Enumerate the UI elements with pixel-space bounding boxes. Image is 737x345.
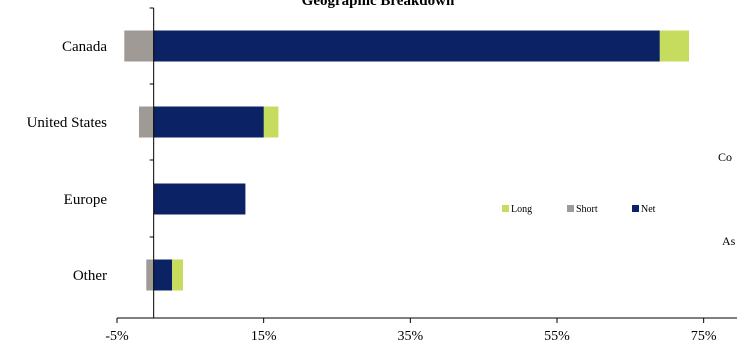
axes-group: Canada United States Europe Other -5% 15% 35% 5… (27, 7, 737, 344)
bars-group (124, 30, 689, 291)
clipped-label-top: Co (718, 150, 732, 164)
x-tick-label-1: 15% (251, 329, 277, 344)
legend-swatch-long (502, 205, 509, 212)
bar-europe-net (153, 183, 246, 215)
bar-other-net (153, 259, 172, 291)
chart-title: Geographic Breakdown (302, 0, 455, 9)
bar-united-states-short (139, 106, 154, 138)
category-label-europe: Europe (64, 192, 108, 208)
bar-united-states-net (153, 106, 264, 138)
category-label-other: Other (73, 268, 107, 284)
chart-legend: Long Short Net (502, 204, 656, 215)
bar-canada-short (124, 30, 154, 62)
legend-swatch-short (567, 205, 574, 212)
legend-label-net: Net (641, 204, 656, 215)
clipped-label-bottom: As (722, 234, 736, 248)
category-label-canada: Canada (62, 39, 107, 55)
x-tick-label-2: 35% (397, 329, 423, 344)
legend-label-short: Short (576, 204, 598, 215)
bar-canada-net (153, 30, 660, 62)
category-label-united-states: United States (27, 115, 108, 131)
x-tick-label-4: 75% (691, 329, 717, 344)
bar-other-short (146, 259, 154, 291)
legend-swatch-net (632, 205, 639, 212)
x-tick-label-0: -5% (105, 329, 129, 344)
legend-label-long: Long (511, 204, 532, 215)
x-tick-label-3: 55% (544, 329, 570, 344)
